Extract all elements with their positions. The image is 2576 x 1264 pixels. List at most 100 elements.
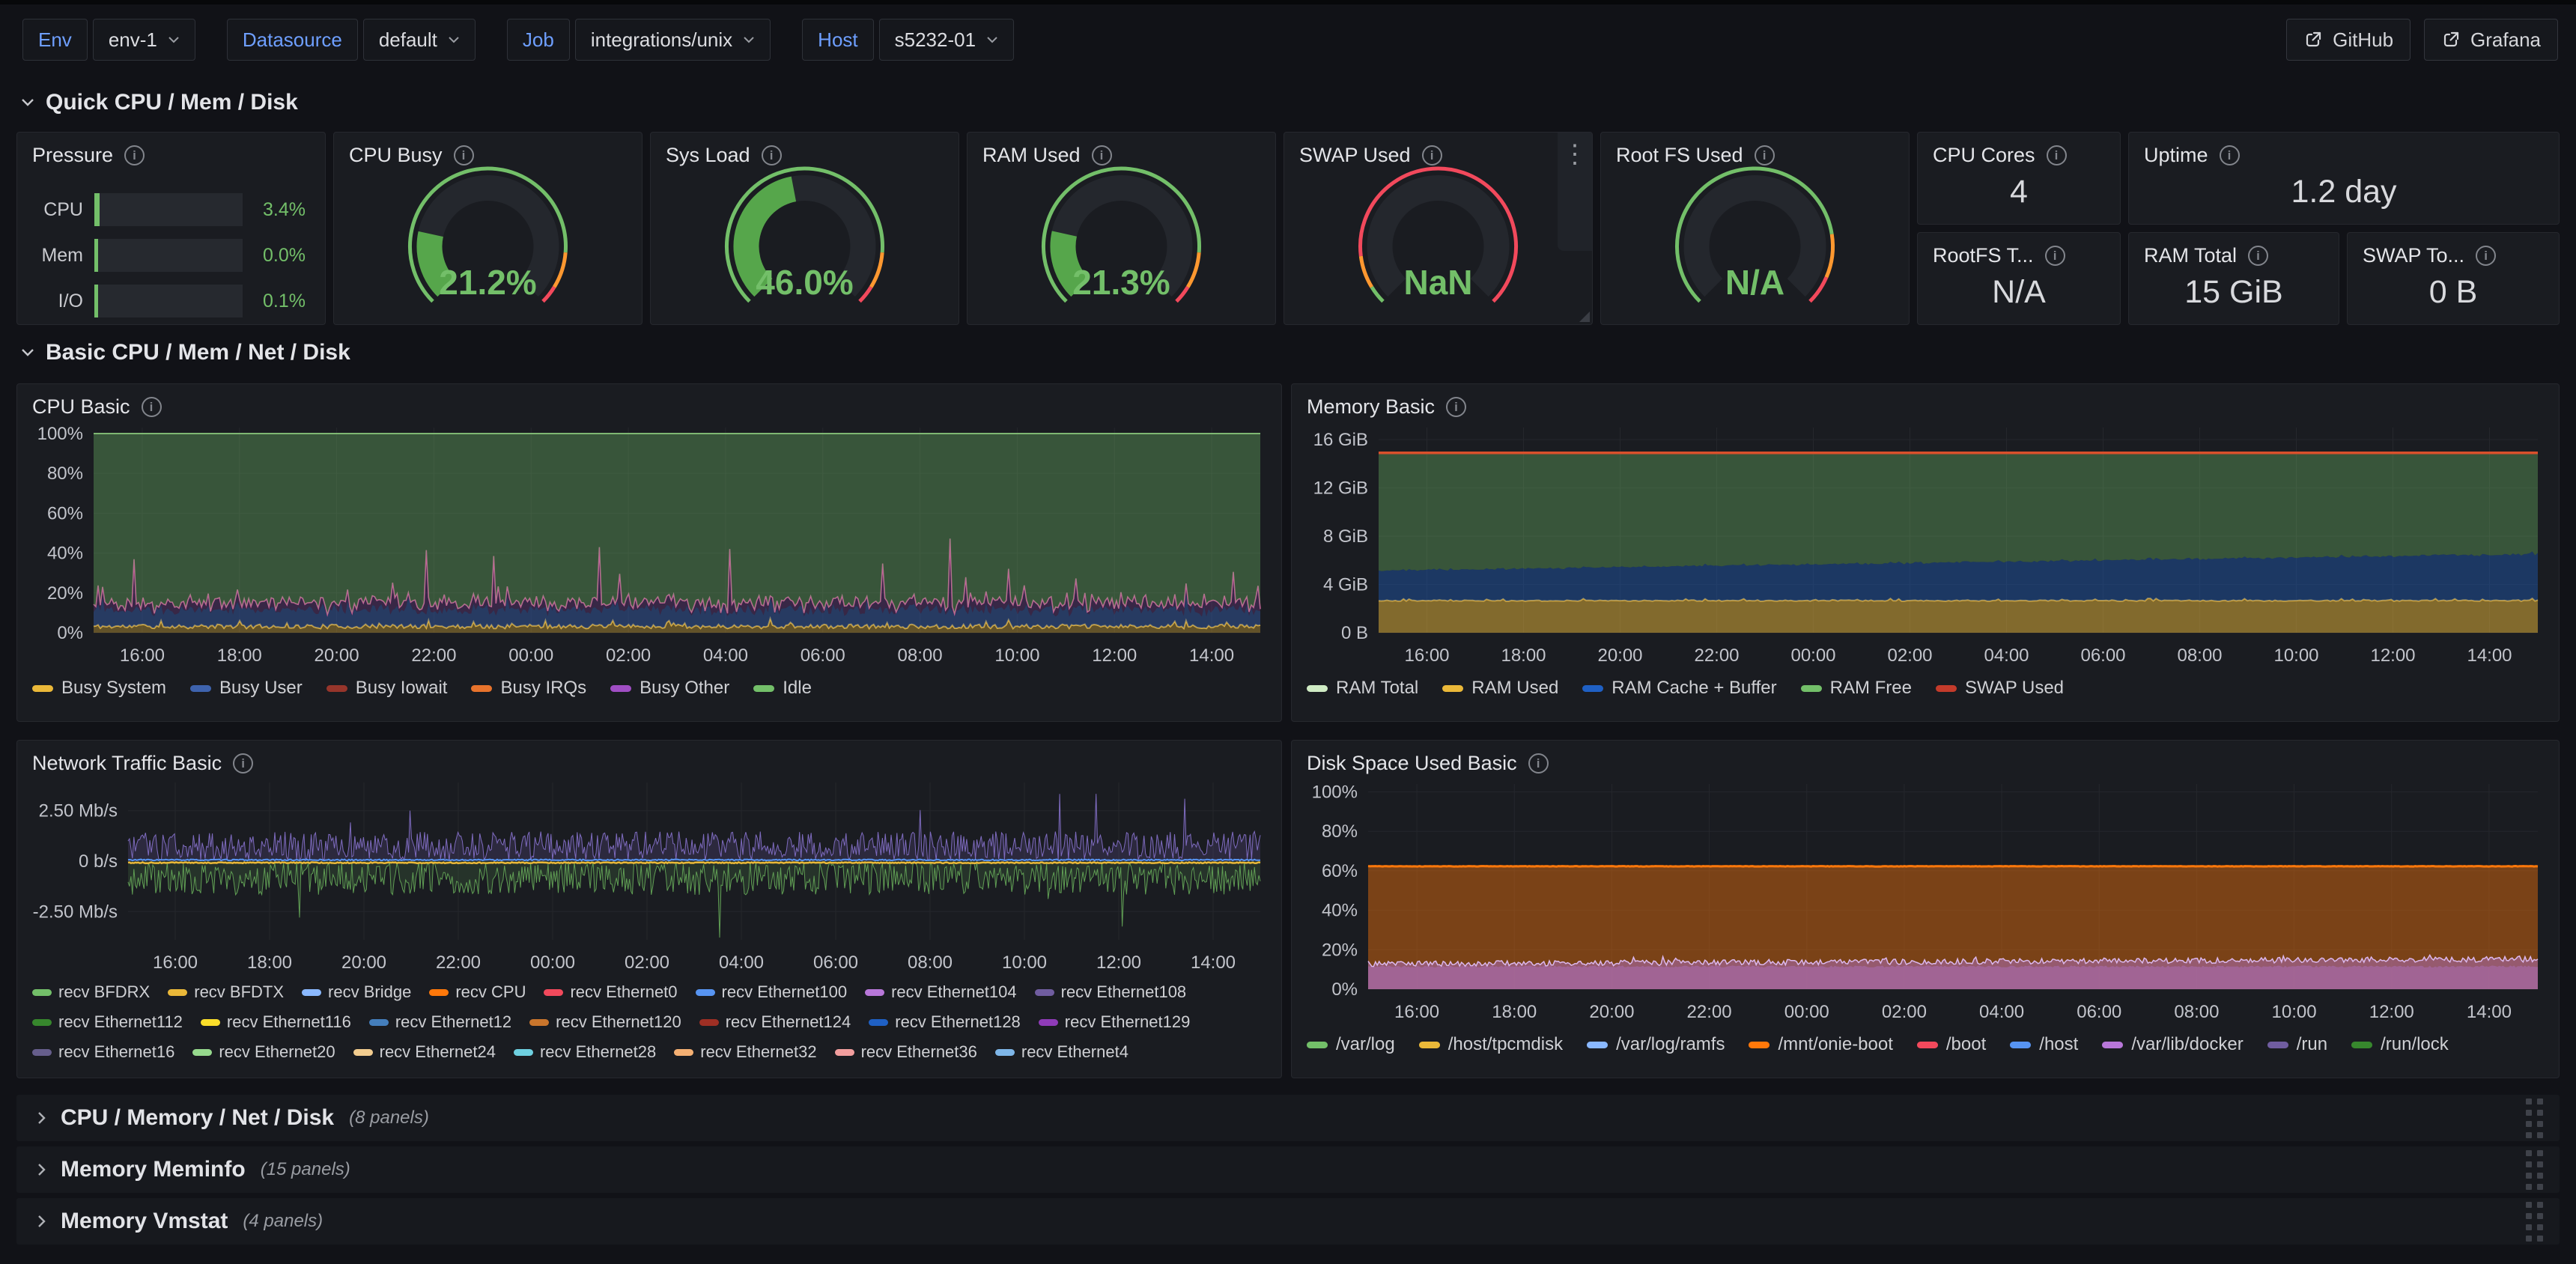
pressure-bar-gauge[interactable]: [94, 239, 243, 272]
legend-item-recv-bfdtx[interactable]: recv BFDTX: [168, 982, 284, 1002]
drag-handle-icon[interactable]: [2526, 1150, 2543, 1190]
panel-title[interactable]: RAM Used: [982, 144, 1081, 167]
legend-item-ram-used[interactable]: RAM Used: [1442, 678, 1558, 699]
panel-title[interactable]: RAM Total: [2144, 244, 2237, 267]
info-icon[interactable]: i: [2047, 145, 2067, 165]
variable-value-env[interactable]: env-1: [93, 19, 195, 61]
legend-item-recv-ethernet20[interactable]: recv Ethernet20: [192, 1042, 335, 1062]
info-icon[interactable]: i: [454, 145, 474, 165]
legend-item-recv-ethernet16[interactable]: recv Ethernet16: [32, 1042, 174, 1062]
panel-title[interactable]: CPU Busy: [349, 144, 443, 167]
legend-item--host[interactable]: /host: [2010, 1034, 2078, 1055]
legend-item--var-log-ramfs[interactable]: /var/log/ramfs: [1587, 1034, 1725, 1055]
legend-item-ram-free[interactable]: RAM Free: [1801, 678, 1912, 699]
legend-item-busy-other[interactable]: Busy Other: [610, 678, 729, 699]
chart-plot-area[interactable]: 16:0018:0020:0022:0000:0002:0004:0006:00…: [17, 417, 1281, 672]
chart-plot-area[interactable]: 16:0018:0020:0022:0000:0002:0004:0006:00…: [1292, 417, 2559, 672]
panel-title[interactable]: RootFS T...: [1933, 244, 2034, 267]
legend-item-busy-user[interactable]: Busy User: [190, 678, 303, 699]
collapsed-row-memory-meminfo[interactable]: Memory Meminfo(15 panels): [16, 1146, 2560, 1193]
info-icon[interactable]: i: [1755, 145, 1775, 165]
legend-item--run-lock[interactable]: /run/lock: [2351, 1034, 2449, 1055]
legend-item-recv-ethernet28[interactable]: recv Ethernet28: [514, 1042, 656, 1062]
legend-item-recv-ethernet128[interactable]: recv Ethernet128: [869, 1012, 1021, 1032]
link-button-grafana[interactable]: Grafana: [2424, 19, 2558, 61]
row-header-basic[interactable]: Basic CPU / Mem / Net / Disk: [19, 334, 2576, 371]
link-button-github[interactable]: GitHub: [2286, 19, 2411, 61]
panel-title[interactable]: Sys Load: [666, 144, 750, 167]
legend-item-recv-ethernet100[interactable]: recv Ethernet100: [696, 982, 848, 1002]
legend-swatch: [1035, 989, 1054, 996]
chart-plot-area[interactable]: 16:0018:0020:0022:0000:0002:0004:0006:00…: [17, 774, 1281, 977]
legend-item-ram-total[interactable]: RAM Total: [1307, 678, 1418, 699]
legend-item--host-tpcmdisk[interactable]: /host/tpcmdisk: [1419, 1034, 1563, 1055]
legend-item-swap-used[interactable]: SWAP Used: [1936, 678, 2064, 699]
legend-item-recv-ethernet112[interactable]: recv Ethernet112: [32, 1012, 183, 1032]
drag-handle-icon[interactable]: [2526, 1099, 2543, 1138]
variable-label-datasource[interactable]: Datasource: [227, 19, 358, 61]
legend-item-busy-system[interactable]: Busy System: [32, 678, 166, 699]
panel-title[interactable]: Pressure: [32, 144, 113, 167]
variable-value-datasource[interactable]: default: [363, 19, 476, 61]
collapsed-row-memory-vmstat[interactable]: Memory Vmstat(4 panels): [16, 1198, 2560, 1245]
info-icon[interactable]: i: [1422, 145, 1442, 165]
info-icon[interactable]: i: [2248, 246, 2268, 266]
pressure-bar-gauge[interactable]: [94, 193, 243, 226]
panel-title[interactable]: CPU Cores: [1933, 144, 2035, 167]
panel-title[interactable]: CPU Basic: [32, 395, 130, 419]
info-icon[interactable]: i: [2476, 246, 2496, 266]
chart-plot-area[interactable]: 16:0018:0020:0022:0000:0002:0004:0006:00…: [1292, 774, 2559, 1028]
panel-title[interactable]: Root FS Used: [1616, 144, 1743, 167]
legend-item--var-lib-docker[interactable]: /var/lib/docker: [2102, 1034, 2243, 1055]
legend-item-recv-ethernet129[interactable]: recv Ethernet129: [1039, 1012, 1191, 1032]
info-icon[interactable]: i: [2045, 246, 2065, 266]
info-icon[interactable]: i: [1446, 397, 1466, 417]
legend-item--var-log[interactable]: /var/log: [1307, 1034, 1395, 1055]
legend-item-recv-ethernet36[interactable]: recv Ethernet36: [835, 1042, 977, 1062]
legend-item--mnt-onie-boot[interactable]: /mnt/onie-boot: [1749, 1034, 1892, 1055]
legend-item--boot[interactable]: /boot: [1917, 1034, 1986, 1055]
row-header-quick[interactable]: Quick CPU / Mem / Disk: [19, 84, 2576, 121]
info-icon[interactable]: i: [124, 145, 145, 165]
info-icon[interactable]: i: [2220, 145, 2240, 165]
info-icon[interactable]: i: [142, 397, 162, 417]
legend-item-recv-ethernet120[interactable]: recv Ethernet120: [529, 1012, 681, 1032]
legend-item-recv-ethernet32[interactable]: recv Ethernet32: [674, 1042, 816, 1062]
legend-item-recv-ethernet108[interactable]: recv Ethernet108: [1035, 982, 1187, 1002]
legend-item-idle[interactable]: Idle: [753, 678, 812, 699]
drag-handle-icon[interactable]: [2526, 1202, 2543, 1242]
legend-item-busy-iowait[interactable]: Busy Iowait: [326, 678, 448, 699]
panel-title[interactable]: Network Traffic Basic: [32, 752, 222, 775]
legend-item-recv-ethernet4[interactable]: recv Ethernet4: [995, 1042, 1128, 1062]
variable-label-env[interactable]: Env: [22, 19, 88, 61]
legend-item-recv-bridge[interactable]: recv Bridge: [302, 982, 411, 1002]
variable-value-job[interactable]: integrations/unix: [575, 19, 771, 61]
panel-title[interactable]: SWAP To...: [2363, 244, 2464, 267]
pressure-bar-gauge[interactable]: [94, 285, 243, 317]
panel-title[interactable]: Memory Basic: [1307, 395, 1435, 419]
info-icon[interactable]: i: [1528, 753, 1549, 774]
panel-title[interactable]: Uptime: [2144, 144, 2208, 167]
collapsed-row-cpu-memory-net-disk[interactable]: CPU / Memory / Net / Disk(8 panels): [16, 1095, 2560, 1141]
variable-label-host[interactable]: Host: [802, 19, 873, 61]
legend-item-busy-irqs[interactable]: Busy IRQs: [471, 678, 586, 699]
legend-item-recv-ethernet116[interactable]: recv Ethernet116: [201, 1012, 351, 1032]
legend-item-recv-cpu[interactable]: recv CPU: [429, 982, 526, 1002]
legend-item-ram-cache-buffer[interactable]: RAM Cache + Buffer: [1582, 678, 1776, 699]
legend-item-recv-ethernet24[interactable]: recv Ethernet24: [353, 1042, 496, 1062]
variable-label-job[interactable]: Job: [507, 19, 570, 61]
legend-item-recv-ethernet104[interactable]: recv Ethernet104: [865, 982, 1017, 1002]
panel-title[interactable]: SWAP Used: [1299, 144, 1411, 167]
legend-item-recv-ethernet124[interactable]: recv Ethernet124: [699, 1012, 851, 1032]
info-icon[interactable]: i: [762, 145, 782, 165]
info-icon[interactable]: i: [233, 753, 253, 774]
legend-item-recv-bfdrx[interactable]: recv BFDRX: [32, 982, 150, 1002]
info-icon[interactable]: i: [1092, 145, 1112, 165]
legend-item--run[interactable]: /run: [2267, 1034, 2327, 1055]
legend-item-recv-ethernet0[interactable]: recv Ethernet0: [544, 982, 677, 1002]
resize-handle-icon[interactable]: [1579, 312, 1590, 322]
variable-value-host[interactable]: s5232-01: [879, 19, 1014, 61]
legend-item-recv-ethernet12[interactable]: recv Ethernet12: [369, 1012, 511, 1032]
panel-menu-icon[interactable]: ⋮: [1558, 133, 1592, 251]
panel-title[interactable]: Disk Space Used Basic: [1307, 752, 1517, 775]
